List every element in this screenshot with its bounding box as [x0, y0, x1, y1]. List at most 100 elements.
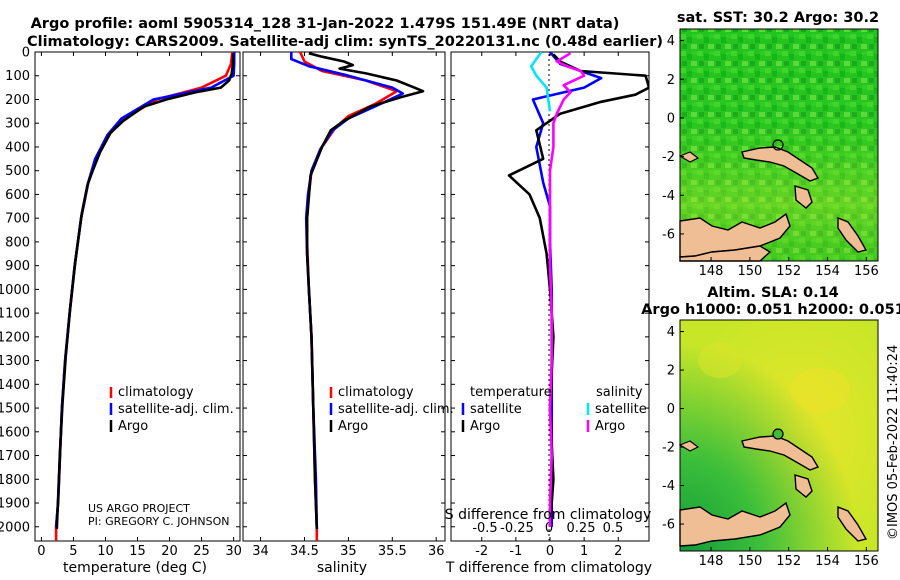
depth-tick-label: 200 [5, 93, 30, 108]
manus-land [678, 440, 700, 452]
series-line-2-1 [507, 53, 649, 527]
legend-label-satellite: satellite-adj. clim. [338, 402, 454, 417]
depth-tick-label: 1200 [0, 330, 30, 345]
sst-map [678, 28, 879, 262]
sla-eddy [698, 342, 742, 378]
sla-map [678, 319, 879, 552]
legend-label-s-satellite: satellite [595, 402, 647, 417]
depth-tick-label: 300 [5, 117, 30, 132]
pi-annotation: PI: GREGORY C. JOHNSON [88, 515, 229, 528]
x-tick-label: 34 [252, 544, 269, 559]
imos-stamp: ©IMOS 05-Feb-2022 11:40:24 [886, 345, 900, 540]
x-tick-label: 0 [37, 544, 45, 559]
map-x-tick-label: 150 [737, 264, 762, 279]
series-line-0-2 [55, 53, 235, 530]
legend-label-satellite: satellite-adj. clim. [118, 402, 234, 417]
legend-label-argo: Argo [338, 419, 368, 434]
salinity-ticks: 34 34.5 35 35.5 36 [243, 51, 445, 559]
depth-tick-label: 100 [5, 69, 30, 84]
x-tick-label: 1 [580, 544, 588, 559]
legend-label-s-argo: Argo [595, 419, 625, 434]
sla-map-frame [679, 319, 879, 552]
map-x-tick-label: 150 [737, 554, 762, 569]
sla-map-ticks: 148 150 152 154 156 4 2 0 -2 -4 -6 [662, 325, 879, 569]
new-britain-east-land [794, 474, 813, 498]
map-y-tick-label: 4 [667, 325, 675, 340]
series-line-0-0 [54, 52, 234, 541]
legend-label-t-satellite: satellite [470, 402, 522, 417]
difference-ticks: -2 -1 0 1 2 -0.5 -0.25 0 0.25 0.5 [451, 51, 649, 559]
x-tick-label: 20 [161, 544, 178, 559]
top-tick-label: -0.5 [472, 521, 497, 536]
map-y-tick-label: 0 [667, 111, 675, 126]
map-y-tick-label: -6 [662, 518, 675, 533]
legend-label-climatology: climatology [118, 385, 194, 400]
series-line-2-2 [529, 52, 552, 112]
series-line-1-2 [305, 52, 425, 530]
depth-tick-label: 1000 [0, 283, 30, 298]
map-x-tick-label: 152 [776, 264, 801, 279]
x-tick-label: 25 [193, 544, 210, 559]
map-x-tick-label: 154 [815, 264, 840, 279]
depth-tick-label: 1900 [0, 497, 30, 512]
title-line-2: Climatology: CARS2009. Satellite-adj cli… [27, 34, 663, 50]
x-tick-label: 10 [97, 544, 114, 559]
new-britain-east-land [794, 185, 813, 209]
depth-tick-label: 900 [5, 259, 30, 274]
temperature-xlabel: temperature (deg C) [63, 560, 207, 576]
sst-map-frame [679, 28, 879, 262]
map-y-tick-label: -2 [662, 441, 675, 456]
solomon-land [837, 505, 868, 542]
series-line-2-3 [548, 52, 586, 527]
sla-eddy [790, 368, 850, 412]
map-x-tick-label: 148 [699, 264, 724, 279]
temperature-axes [34, 51, 241, 542]
manus-land [678, 151, 700, 163]
depth-tick-label: 1100 [0, 307, 30, 322]
depth-tick-label: 1500 [0, 402, 30, 417]
x-tick-label: 15 [129, 544, 146, 559]
depth-tick-label: 800 [5, 235, 30, 250]
depth-tick-label: 400 [5, 140, 30, 155]
x-tick-label: 30 [225, 544, 242, 559]
depth-tick-label: 500 [5, 164, 30, 179]
sla-map-subtitle: Argo h1000: 0.051 h2000: 0.051 [641, 302, 900, 318]
new-ireland-land [741, 146, 820, 182]
salinity-xlabel: salinity [317, 560, 367, 576]
sst-argo-marker [772, 139, 784, 151]
difference-xlabel-top: S difference from climatology [445, 507, 651, 523]
depth-tick-label: 600 [5, 188, 30, 203]
legend-label-t-argo: Argo [470, 419, 500, 434]
depth-tick-label: 1600 [0, 425, 30, 440]
x-tick-label: 36 [428, 544, 445, 559]
legend-label-argo: Argo [118, 419, 148, 434]
sla-map-title: Altim. SLA: 0.14 [707, 285, 839, 301]
legend-label-climatology: climatology [338, 385, 414, 400]
difference-legend: temperature satellite Argo salinity sate… [461, 385, 647, 434]
temperature-series [54, 52, 236, 541]
top-tick-label: -0.25 [500, 521, 534, 536]
salinity-legend: climatology satellite-adj. clim. Argo [329, 385, 454, 434]
depth-axis: 0 100 200 300 400 500 600 700 800 900 1000 1100 1200… [0, 46, 30, 536]
solomon-land [837, 216, 868, 253]
x-tick-label: 5 [69, 544, 77, 559]
map-x-tick-label: 154 [815, 554, 840, 569]
map-y-tick-label: -4 [662, 189, 675, 204]
top-tick-label: 0.5 [603, 521, 624, 536]
x-tick-label: 34.5 [290, 544, 319, 559]
map-y-tick-label: 2 [667, 73, 675, 88]
x-tick-label: 0 [546, 544, 554, 559]
map-x-tick-label: 152 [776, 554, 801, 569]
title-line-1: Argo profile: aoml 5905314_128 31-Jan-20… [31, 16, 620, 32]
map-y-tick-label: -2 [662, 150, 675, 165]
temperature-legend: climatology satellite-adj. clim. Argo [109, 385, 234, 434]
series-line-2-0 [531, 52, 603, 527]
map-y-tick-label: -4 [662, 479, 675, 494]
x-tick-label: 35 [340, 544, 357, 559]
depth-tick-label: 2000 [0, 520, 30, 535]
difference-series [507, 52, 649, 527]
x-tick-label: 2 [614, 544, 622, 559]
map-x-tick-label: 156 [854, 554, 879, 569]
map-y-tick-label: 2 [667, 364, 675, 379]
